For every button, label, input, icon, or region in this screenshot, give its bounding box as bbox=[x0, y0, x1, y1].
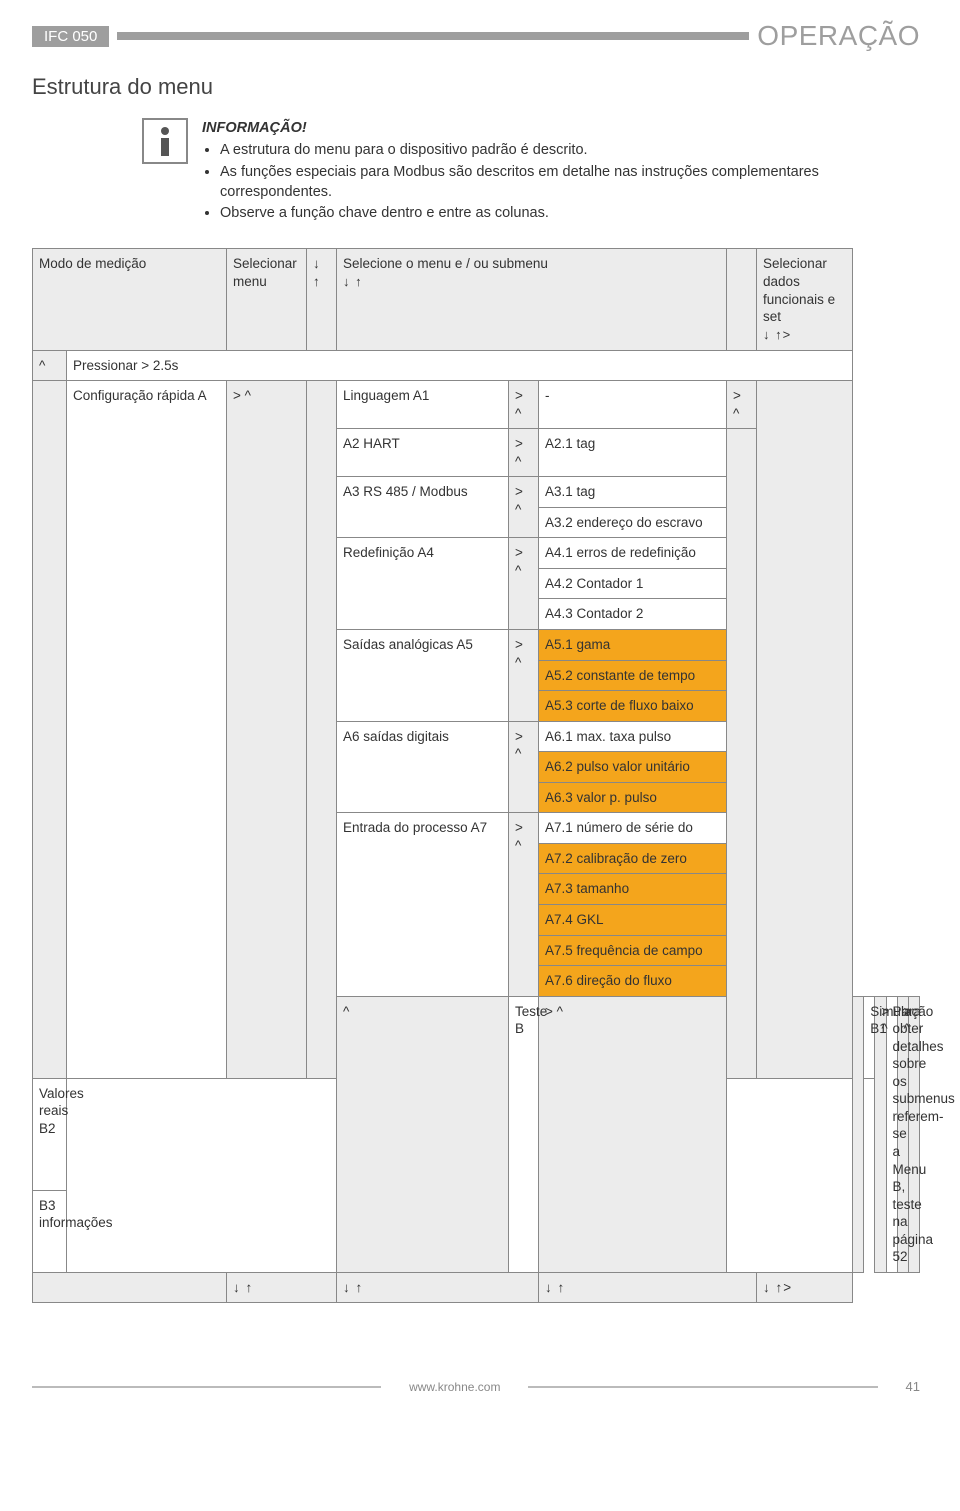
table-footer-row: ↓ ↑ ↓ ↑ ↓ ↑ ↓ ↑> bbox=[33, 1272, 920, 1303]
sub-item: A2.1 tag bbox=[539, 429, 727, 477]
footer-url: www.krohne.com bbox=[409, 1380, 500, 1394]
sub-item: A6.3 valor p. pulso bbox=[539, 782, 727, 813]
sub-item: A4.2 Contador 1 bbox=[539, 568, 727, 599]
sub-item: A7.4 GKL bbox=[539, 904, 727, 935]
sub-item: A7.1 número de série do bbox=[539, 813, 727, 844]
hdr-mode: Modo de medição bbox=[33, 249, 227, 350]
header-divider bbox=[117, 32, 749, 40]
table-header-row: Modo de medição Selecionar menu ↓ ↑ Sele… bbox=[33, 249, 920, 350]
menu-structure-table: Modo de medição Selecionar menu ↓ ↑ Sele… bbox=[32, 248, 920, 1303]
hdr-select-submenu: Selecione o menu e / ou submenu ↓ ↑ bbox=[337, 249, 727, 350]
sub-item: A6.2 pulso valor unitário bbox=[539, 752, 727, 783]
footer-arrows: ↓ ↑> bbox=[757, 1272, 853, 1303]
hdr-select-menu: Selecionar menu bbox=[227, 249, 307, 350]
nav: > ^ bbox=[509, 630, 539, 722]
nav: > ^ bbox=[509, 381, 539, 429]
hdr-sym-blank bbox=[727, 249, 757, 350]
info-icon bbox=[142, 118, 188, 164]
sub-item: A7.5 frequência de campo bbox=[539, 935, 727, 966]
config-rapida-label: Configuração rápida A bbox=[67, 381, 227, 1079]
nav: > ^ bbox=[509, 813, 539, 996]
footer-page-number: 41 bbox=[906, 1379, 920, 1394]
footer-arrows: ↓ ↑ bbox=[539, 1272, 757, 1303]
caret: ^ bbox=[33, 350, 67, 381]
item-label: Simulação B1 bbox=[864, 996, 875, 1078]
footer-cell bbox=[33, 1272, 227, 1303]
hdr-sym-1: ↓ ↑ bbox=[307, 249, 337, 350]
nav-tail: > ^ bbox=[727, 381, 757, 429]
nav-b: > ^ bbox=[539, 996, 727, 1272]
teste-b-label: Teste B bbox=[509, 996, 539, 1272]
info-bullet-list: A estrutura do menu para o dispositivo p… bbox=[202, 140, 920, 223]
sub-item: A5.1 gama bbox=[539, 630, 727, 661]
col-d-gap-b bbox=[853, 996, 864, 1272]
doc-code: IFC 050 bbox=[32, 26, 109, 47]
item-label: B3 informações bbox=[33, 1190, 67, 1272]
item-label: Valores reais B2 bbox=[33, 1078, 67, 1190]
info-title: INFORMAÇÃO! bbox=[202, 118, 920, 138]
nav-a: > ^ bbox=[227, 381, 307, 1079]
sub-item: A4.1 erros de redefinição bbox=[539, 538, 727, 569]
footer-arrows: ↓ ↑ bbox=[227, 1272, 337, 1303]
col-a-gap bbox=[33, 381, 67, 1079]
nav: > ^ bbox=[509, 477, 539, 538]
sub-item: A5.2 constante de tempo bbox=[539, 660, 727, 691]
footer-arrows: ↓ ↑ bbox=[337, 1272, 539, 1303]
section-title: OPERAÇÃO bbox=[757, 20, 920, 52]
sub-item: A6.1 max. taxa pulso bbox=[539, 721, 727, 752]
sub-item: A5.3 corte de fluxo baixo bbox=[539, 691, 727, 722]
page-title: Estrutura do menu bbox=[32, 74, 920, 100]
info-bullet: Observe a função chave dentro e entre as… bbox=[220, 203, 920, 223]
item-label: Entrada do processo A7 bbox=[337, 813, 509, 996]
item-label: Redefinição A4 bbox=[337, 538, 509, 630]
sub-item: A7.2 calibração de zero bbox=[539, 843, 727, 874]
sub-item: A4.3 Contador 2 bbox=[539, 599, 727, 630]
col-d-gap bbox=[307, 381, 337, 1079]
footer-divider bbox=[32, 1386, 381, 1388]
pressionar-label: Pressionar > 2.5s bbox=[67, 350, 853, 381]
caret-b: ^ bbox=[337, 996, 509, 1272]
item-label: Saídas analógicas A5 bbox=[337, 630, 509, 722]
col-i-gap bbox=[757, 381, 853, 1079]
item-label: Linguagem A1 bbox=[337, 381, 509, 429]
sub-item: - bbox=[539, 381, 727, 429]
col-h-gap bbox=[727, 429, 757, 1078]
info-callout: INFORMAÇÃO! A estrutura do menu para o d… bbox=[142, 118, 920, 224]
page-footer: www.krohne.com 41 bbox=[32, 1373, 920, 1394]
hdr-select-data: Selecionar dados funcionais e set ↓ ↑> bbox=[757, 249, 853, 350]
sub-item: A3.2 endereço do escravo bbox=[539, 507, 727, 538]
info-bullet: As funções especiais para Modbus são des… bbox=[220, 162, 920, 203]
nav: > ^ bbox=[509, 721, 539, 813]
sub-item: A7.6 direção do fluxo bbox=[539, 966, 727, 997]
item-label: A2 HART bbox=[337, 429, 509, 477]
info-bullet: A estrutura do menu para o dispositivo p… bbox=[220, 140, 920, 160]
item-label: A3 RS 485 / Modbus bbox=[337, 477, 509, 538]
footer-divider bbox=[528, 1386, 877, 1388]
sub-item: A3.1 tag bbox=[539, 477, 727, 508]
nav: > ^ bbox=[509, 429, 539, 477]
nav: > ^ bbox=[509, 538, 539, 630]
sub-item: A7.3 tamanho bbox=[539, 874, 727, 905]
item-label: A6 saídas digitais bbox=[337, 721, 509, 813]
row-pressionar: ^ Pressionar > 2.5s bbox=[33, 350, 920, 381]
row-a1: Configuração rápida A > ^ Linguagem A1 >… bbox=[33, 381, 920, 429]
page-header: IFC 050 OPERAÇÃO bbox=[32, 20, 920, 52]
